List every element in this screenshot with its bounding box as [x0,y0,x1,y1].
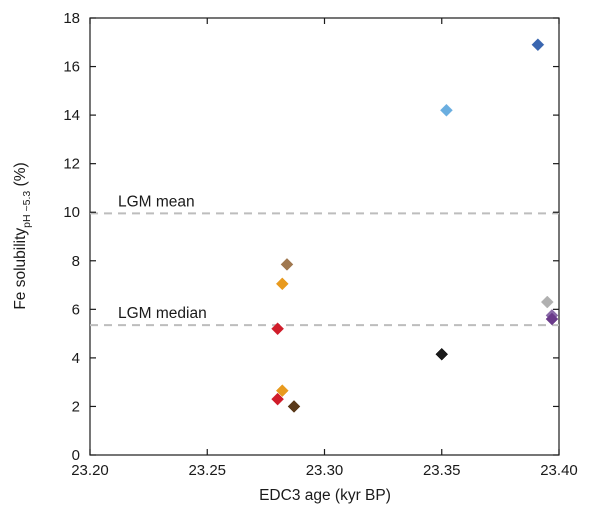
reference-lines: LGM mean LGM median [90,193,559,327]
y-axis-title-unit: (%) [12,162,29,190]
y-tick-label: 8 [72,253,80,270]
data-point-3 [275,277,289,291]
y-tick-label: 12 [63,156,80,173]
y-axis-title: Fe solubilitypH ~5.3 (%) [12,162,33,309]
reference-line-label-0: LGM mean [118,193,195,210]
y-tick-label: 10 [63,204,80,221]
y-tick-label: 14 [63,107,80,124]
data-point-9 [275,384,289,398]
y-tick-label: 18 [63,10,80,27]
x-tick-label: 23.35 [423,462,461,479]
x-tick-label: 23.40 [540,462,578,479]
data-point-8 [435,347,449,361]
x-tick-label: 23.20 [71,462,109,479]
y-tick-label: 4 [72,350,80,367]
y-tick-label: 16 [63,59,80,76]
data-point-10 [271,392,284,406]
data-point-6 [545,312,559,326]
data-point-1 [440,103,453,117]
plot-frame [89,17,560,456]
y-tick-label: 6 [72,301,80,318]
y-tick-label: 0 [72,447,80,464]
y-tick-label: 2 [72,398,80,415]
data-point-2 [280,258,294,271]
y-axis-title-subscript: pH ~5.3 [21,191,33,228]
data-point-7 [271,322,284,336]
y-axis-ticks: 0 2 4 6 8 10 12 14 16 18 [63,10,559,464]
x-axis-ticks: 23.20 23.25 23.30 23.35 23.40 [71,18,578,479]
data-points [271,38,559,413]
x-tick-label: 23.25 [188,462,226,479]
data-point-11 [287,400,301,413]
data-point-0 [531,38,545,52]
plot-border [89,17,560,456]
x-tick-label: 23.30 [306,462,344,479]
data-point-4 [540,295,554,309]
reference-line-label-1: LGM median [118,305,207,322]
x-axis-title: EDC3 age (kyr BP) [259,487,391,504]
y-axis-title-main: Fe solubility [12,228,29,310]
